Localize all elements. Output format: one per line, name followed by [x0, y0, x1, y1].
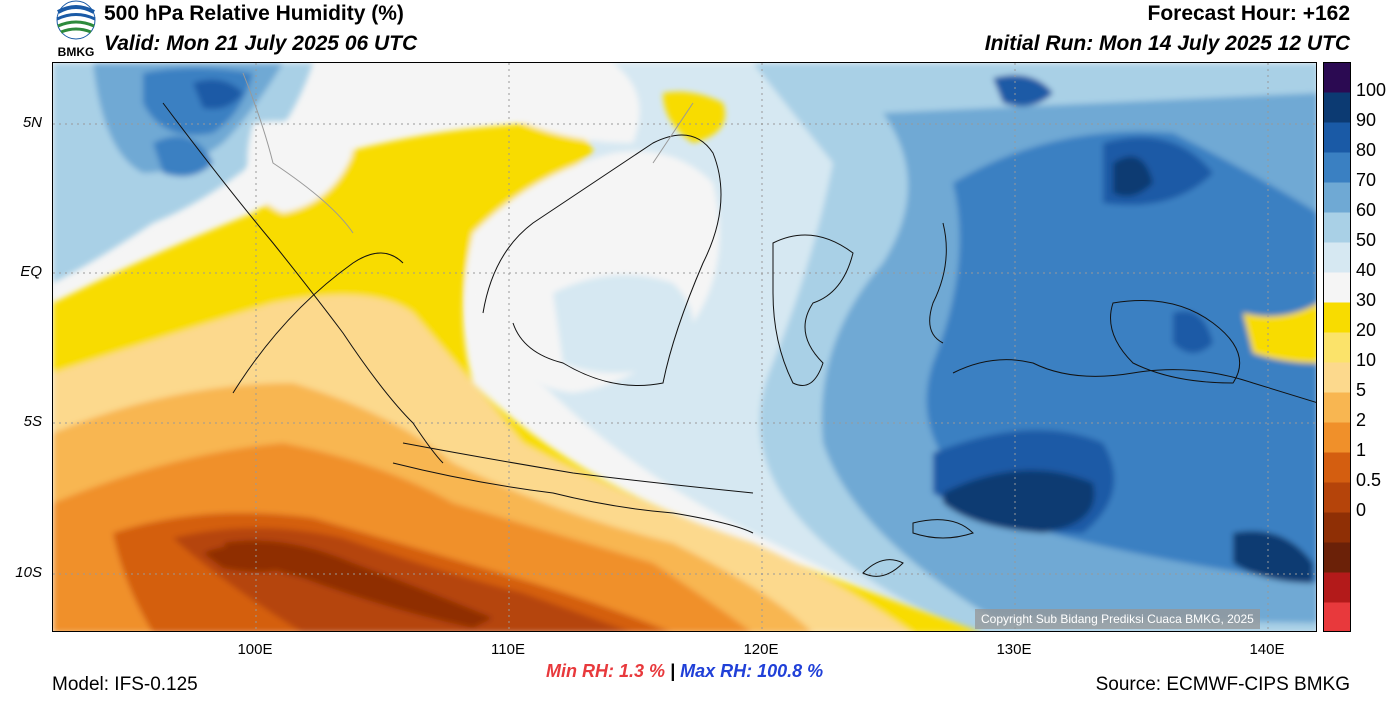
colorbar-swatch: [1323, 482, 1351, 513]
colorbar-swatch: [1323, 242, 1351, 273]
colorbar-swatch: [1323, 542, 1351, 573]
colorbar-label: 100: [1356, 80, 1387, 100]
colorbar-label: 20: [1356, 320, 1377, 340]
colorbar-label: 0.5: [1356, 470, 1382, 490]
bmkg-logo: BMKG: [52, 0, 100, 60]
source-label: Source: ECMWF-CIPS BMKG: [1095, 674, 1350, 695]
rh-stats: Min RH: 1.3 % | Max RH: 100.8 %: [546, 661, 823, 682]
colorbar-swatch: [1323, 122, 1351, 153]
colorbar: [1323, 62, 1351, 633]
max-rh: Max RH: 100.8 %: [680, 661, 824, 681]
logo-text: BMKG: [58, 45, 95, 59]
lon-label-100e: 100E: [237, 641, 273, 658]
lat-label-5n: 5N: [22, 114, 42, 131]
colorbar-swatch: [1323, 152, 1351, 183]
colorbar-label: 10: [1356, 350, 1377, 370]
colorbar-label: 50: [1356, 230, 1377, 250]
colorbar-label: 2: [1356, 410, 1367, 430]
colorbar-swatch: [1323, 62, 1351, 93]
colorbar-label: 80: [1356, 140, 1377, 160]
colorbar-label: 1: [1356, 440, 1367, 460]
colorbar-swatch: [1323, 452, 1351, 483]
colorbar-swatch: [1323, 602, 1351, 633]
colorbar-swatch: [1323, 572, 1351, 603]
colorbar-swatch: [1323, 512, 1351, 543]
model-label: Model: IFS-0.125: [52, 674, 198, 695]
colorbar-swatch: [1323, 182, 1351, 213]
colorbar-swatch: [1323, 332, 1351, 363]
chart-title: 500 hPa Relative Humidity (%): [104, 2, 404, 25]
min-rh: Min RH: 1.3 %: [546, 661, 666, 681]
lat-label-5s: 5S: [23, 413, 42, 430]
colorbar-label: 70: [1356, 170, 1377, 190]
colorbar-label: 40: [1356, 260, 1377, 280]
coastlines: [162, 102, 1316, 577]
forecast-hour: Forecast Hour: +162: [1147, 2, 1351, 25]
colorbar-swatch: [1323, 362, 1351, 393]
colorbar-swatch: [1323, 212, 1351, 243]
colorbar-label: 90: [1356, 110, 1377, 130]
colorbar-swatch: [1323, 392, 1351, 423]
colorbar-swatch: [1323, 302, 1351, 333]
valid-time: Valid: Mon 21 July 2025 06 UTC: [104, 32, 418, 55]
colorbar-swatch: [1323, 92, 1351, 123]
lon-label-110e: 110E: [491, 641, 525, 658]
colorbar-swatch: [1323, 422, 1351, 453]
initial-run: Initial Run: Mon 14 July 2025 12 UTC: [984, 32, 1350, 55]
colorbar-label: 60: [1356, 200, 1377, 220]
lon-label-140e: 140E: [1249, 641, 1285, 658]
colorbar-label: 5: [1356, 380, 1367, 400]
lon-label-120e: 120E: [743, 641, 779, 658]
colorbar-label: 30: [1356, 290, 1377, 310]
rh-separator: |: [670, 661, 676, 681]
colorbar-label: 0: [1356, 500, 1367, 520]
copyright-notice: Copyright Sub Bidang Prediksi Cuaca BMKG…: [975, 609, 1260, 629]
lon-label-130e: 130E: [996, 641, 1032, 658]
bmkg-logo-icon: BMKG: [56, 0, 96, 59]
lat-label-eq: EQ: [20, 263, 42, 280]
lat-label-10s: 10S: [15, 564, 42, 581]
humidity-map: [52, 62, 1317, 632]
colorbar-swatch: [1323, 272, 1351, 303]
